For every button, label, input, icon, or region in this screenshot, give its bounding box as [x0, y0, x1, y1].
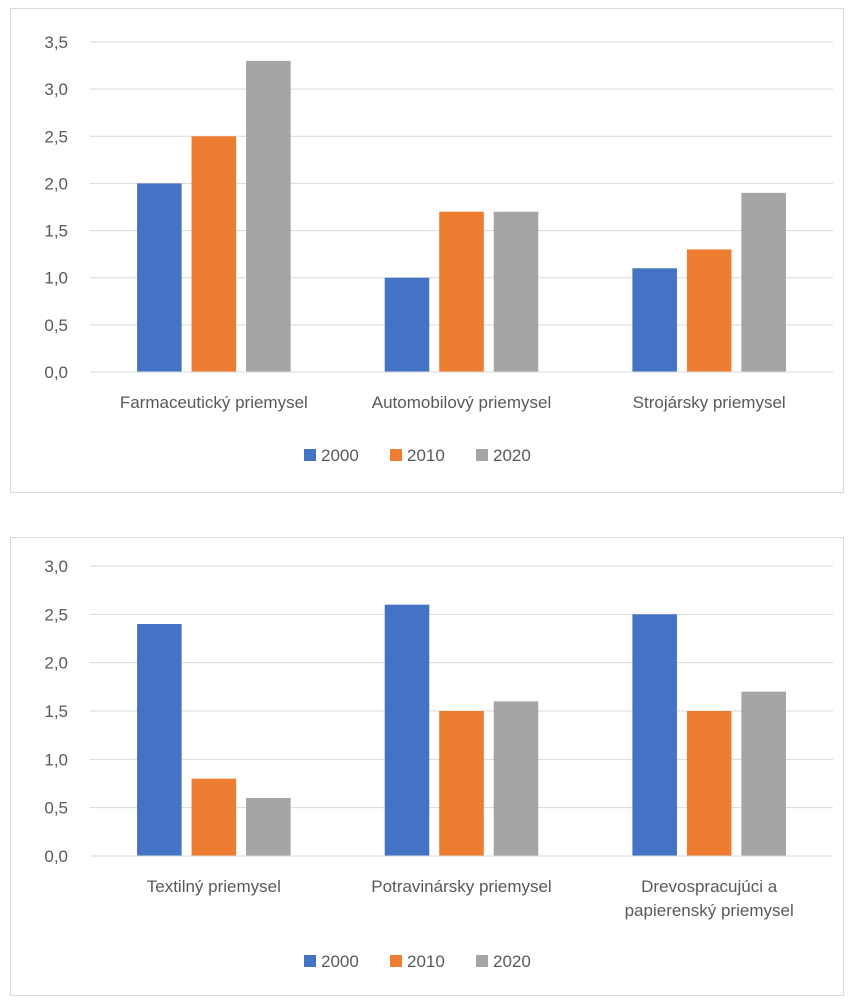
chart-1-svg: 0,0 0,5 1,0 1,5 2,0 2,5 3,0 3,5 Farmaceutický pr…: [44, 33, 833, 465]
chart-2-category-label: Drevospracujúci a papierenský priemysel: [625, 877, 794, 920]
chart-1-category-label: Strojársky priemysel: [633, 393, 786, 412]
chart-2-legend-swatch: [304, 955, 316, 967]
chart-1-bar-2000-3: [632, 268, 677, 372]
chart-2-bar-2010-2: [439, 711, 484, 856]
chart-1-y-tick-label: 1,5: [44, 222, 68, 241]
chart-1-bar-2020-3: [741, 192, 786, 372]
chart-1-bar-2000-1: [137, 183, 182, 372]
chart-2-y-tick-label: 3,0: [44, 557, 68, 576]
chart-1-bar-2010-2: [439, 211, 484, 372]
chart-2-bar-2010-1: [191, 778, 237, 856]
chart-1-legend-item-2000: 2000: [304, 446, 359, 465]
chart-1-y-tick-label: 0,5: [44, 316, 68, 335]
chart-2-bar-2020-2: [493, 701, 539, 856]
chart-1-bar-2010-1: [191, 136, 237, 372]
chart-1-legend-label: 2020: [493, 446, 531, 465]
chart-2-bar-2020-3: [741, 691, 786, 856]
chart-2-category-label: Potravinársky priemysel: [371, 877, 551, 896]
chart-2-legend-item-2000: 2000: [304, 952, 359, 971]
chart-2-legend-item-2020: 2020: [476, 952, 531, 971]
chart-2-bar-2020-1: [246, 798, 291, 856]
chart-2-legend-label: 2020: [493, 952, 531, 971]
chart-1-legend-label: 2000: [321, 446, 359, 465]
chart-2-y-tick-label: 2,0: [44, 654, 68, 673]
chart-1-bar-2020-1: [246, 60, 291, 372]
chart-2-category-label: Textilný priemysel: [147, 877, 281, 896]
chart-1-y-tick-label: 2,0: [44, 174, 68, 193]
chart-1-legend-item-2010: 2010: [390, 446, 445, 465]
chart-2: 0,0 0,5 1,0 1,5 2,0 2,5 3,0 Textilný priemysel P…: [10, 537, 844, 996]
chart-2-bar-2000-1: [137, 624, 182, 856]
chart-2-bar-2000-2: [384, 604, 430, 856]
chart-1-bar-2000-2: [384, 277, 430, 372]
chart-2-bar-2000-3: [632, 614, 677, 856]
chart-1-legend-label: 2010: [407, 446, 445, 465]
chart-1-category-label: Automobilový priemysel: [372, 393, 552, 412]
chart-1-legend-item-2020: 2020: [476, 446, 531, 465]
chart-1-legend-swatch: [476, 449, 488, 461]
chart-2-y-tick-label: 1,0: [44, 750, 68, 769]
chart-2-bar-2010-3: [686, 711, 732, 856]
chart-1-y-tick-label: 3,5: [44, 33, 68, 52]
chart-2-svg: 0,0 0,5 1,0 1,5 2,0 2,5 3,0 Textilný priemysel P…: [44, 557, 833, 971]
chart-1-legend-swatch: [304, 449, 316, 461]
chart-1: 0,0 0,5 1,0 1,5 2,0 2,5 3,0 3,5 Farmaceutický pr…: [10, 8, 844, 493]
chart-1-bar-2020-2: [493, 211, 539, 372]
chart-1-y-tick-label: 2,5: [44, 127, 68, 146]
chart-1-bar-2010-3: [686, 249, 732, 372]
chart-2-legend-swatch: [390, 955, 402, 967]
chart-2-legend-item-2010: 2010: [390, 952, 445, 971]
chart-1-y-tick-label: 3,0: [44, 80, 68, 99]
chart-2-y-tick-label: 0,0: [44, 847, 68, 866]
chart-2-y-tick-label: 0,5: [44, 799, 68, 818]
chart-1-category-label: Farmaceutický priemysel: [120, 393, 308, 412]
chart-1-y-tick-label: 1,0: [44, 269, 68, 288]
chart-2-legend-label: 2010: [407, 952, 445, 971]
chart-2-legend-swatch: [476, 955, 488, 967]
chart-2-legend-label: 2000: [321, 952, 359, 971]
chart-2-y-tick-label: 2,5: [44, 605, 68, 624]
chart-1-legend-swatch: [390, 449, 402, 461]
chart-2-y-tick-label: 1,5: [44, 702, 68, 721]
chart-1-y-tick-label: 0,0: [44, 363, 68, 382]
